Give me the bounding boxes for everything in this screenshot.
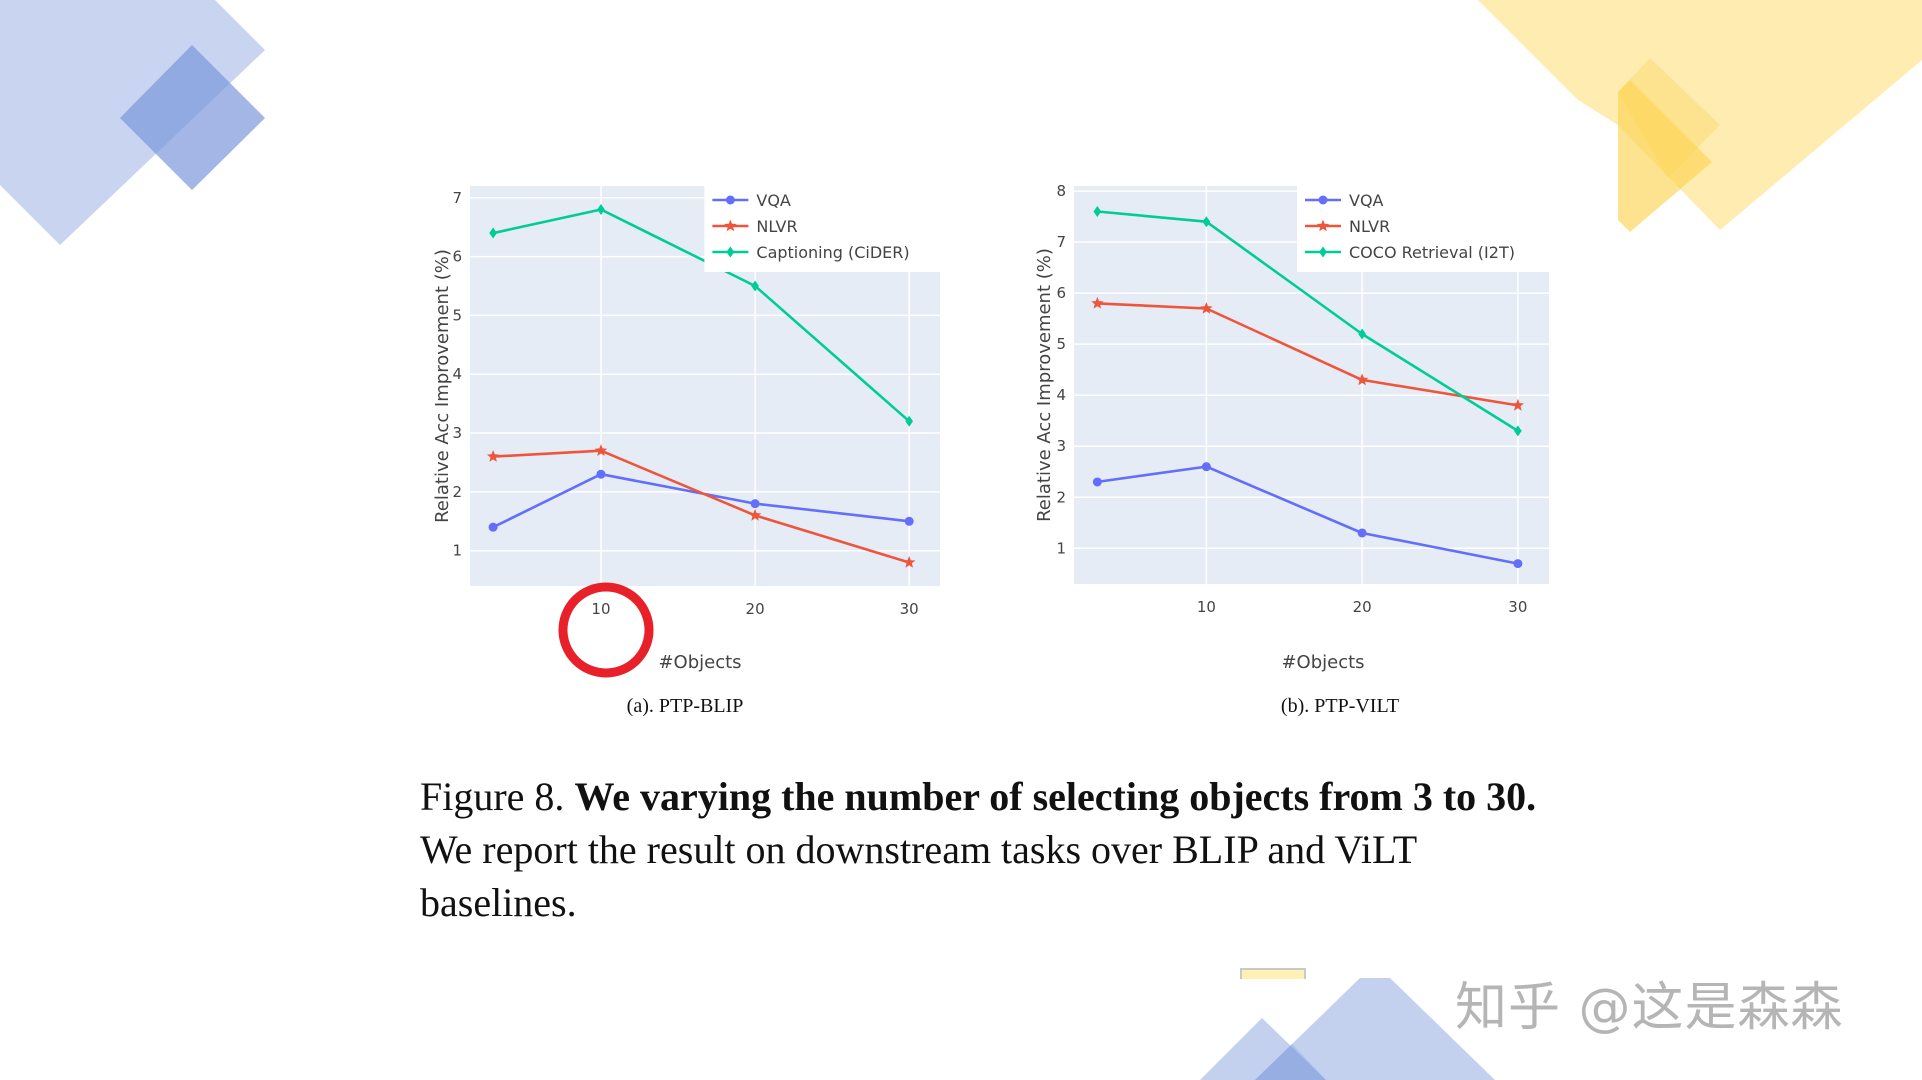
- data-point: [1511, 398, 1524, 411]
- series-line-coco-retrieval-i2t: [1097, 210, 1519, 433]
- legend-label: NLVR: [1349, 217, 1390, 236]
- legend-marker: [724, 219, 737, 232]
- data-point: [1202, 216, 1211, 228]
- x-axis-title: #Objects: [658, 652, 741, 673]
- highlight-circle: [558, 582, 654, 678]
- data-point: [1513, 559, 1523, 569]
- legend-label: Captioning (CiDER): [756, 243, 909, 262]
- subcaption-b: (b). PTP-VILT: [1280, 695, 1400, 717]
- legend-marker: [726, 246, 735, 258]
- y-tick-label: 5: [452, 306, 462, 324]
- legend-label: COCO Retrieval (I2T): [1349, 243, 1515, 262]
- data-point: [596, 469, 606, 479]
- data-point: [1200, 302, 1213, 314]
- caption-rest: We report the result on downstream tasks…: [420, 827, 1417, 925]
- legend-label: NLVR: [756, 217, 797, 236]
- y-tick-label: 1: [1056, 539, 1066, 557]
- data-point: [905, 415, 914, 427]
- data-point: [748, 508, 762, 521]
- y-tick-label: 3: [1056, 437, 1066, 455]
- y-tick-label: 6: [452, 248, 462, 266]
- data-point: [1355, 373, 1369, 386]
- x-tick-label: 30: [1508, 598, 1527, 616]
- axis-ticks: 10 20 30 1 2 3 4 5 6 7: [452, 189, 918, 618]
- data-point: [904, 516, 914, 526]
- y-tick-label: 6: [1056, 284, 1066, 302]
- y-tick-label: 4: [1056, 386, 1066, 404]
- data-point: [594, 444, 608, 456]
- legend: VQA NLVR Captioning (CiDER): [704, 182, 940, 272]
- top-left-blue-diamonds: [0, 0, 265, 245]
- y-tick-label: 8: [1056, 182, 1066, 200]
- series-lines: [1091, 206, 1524, 569]
- y-tick-label: 2: [452, 483, 462, 501]
- axis-ticks: 10 20 30 1 2 3 4 5 6 7 8: [1056, 182, 1527, 616]
- caption-prefix: Figure 8.: [420, 774, 575, 819]
- legend-marker: [725, 195, 735, 205]
- y-tick-label: 5: [1056, 335, 1066, 353]
- legend-label: VQA: [1349, 191, 1384, 210]
- chart-ptp-vilt: 10 20 30 1 2 3 4 5 6 7 8 VQA NLVR COCO Retrieval (I2…: [1034, 182, 1551, 673]
- top-right-yellow-diamonds: [1478, 0, 1922, 232]
- series-line-nlvr: [493, 449, 910, 564]
- y-tick-label: 3: [452, 424, 462, 442]
- x-tick-label: 30: [900, 600, 919, 618]
- data-point: [903, 556, 916, 568]
- data-point: [1514, 425, 1522, 437]
- series-line-vqa: [1097, 465, 1519, 565]
- data-point: [750, 499, 760, 509]
- legend-marker: [1316, 219, 1330, 232]
- watermark: 知乎 @这是森森: [1455, 978, 1844, 1038]
- bottom-blue-triangles: [1200, 978, 1495, 1080]
- legend: VQA NLVR COCO Retrieval (I2T): [1297, 182, 1551, 272]
- x-tick-label: 10: [591, 600, 610, 618]
- y-tick-label: 7: [1056, 233, 1066, 251]
- data-point: [1093, 206, 1102, 218]
- data-point: [486, 450, 500, 462]
- subcaption-a: (a). PTP-BLIP: [626, 695, 744, 717]
- series-line-nlvr: [1097, 302, 1519, 407]
- x-axis-title: #Objects: [1281, 652, 1364, 673]
- series-line-captioning-cider: [492, 208, 911, 423]
- data-point: [488, 522, 498, 532]
- data-point: [1091, 296, 1104, 309]
- y-axis-title: Relative Acc Improvement (%): [432, 249, 453, 523]
- data-point: [751, 280, 759, 292]
- series-line-vqa: [492, 472, 910, 529]
- data-point: [1092, 477, 1102, 487]
- data-point: [1357, 528, 1367, 538]
- caption-bold: We varying the number of selecting objec…: [574, 774, 1537, 819]
- y-tick-label: 1: [452, 542, 462, 560]
- y-tick-label: 4: [452, 365, 462, 383]
- x-tick-label: 10: [1197, 598, 1216, 616]
- legend-label: VQA: [756, 191, 791, 210]
- series-lines: [486, 204, 916, 568]
- note-tab: [1240, 968, 1306, 979]
- y-axis-title: Relative Acc Improvement (%): [1034, 248, 1055, 522]
- data-point: [489, 227, 497, 239]
- x-tick-label: 20: [746, 600, 765, 618]
- figure-caption: Figure 8. We varying the number of selec…: [420, 770, 1560, 929]
- y-tick-label: 2: [1056, 488, 1066, 506]
- x-tick-label: 20: [1353, 598, 1372, 616]
- data-point: [1201, 462, 1211, 472]
- y-tick-label: 7: [452, 189, 462, 207]
- legend-marker: [1318, 195, 1328, 205]
